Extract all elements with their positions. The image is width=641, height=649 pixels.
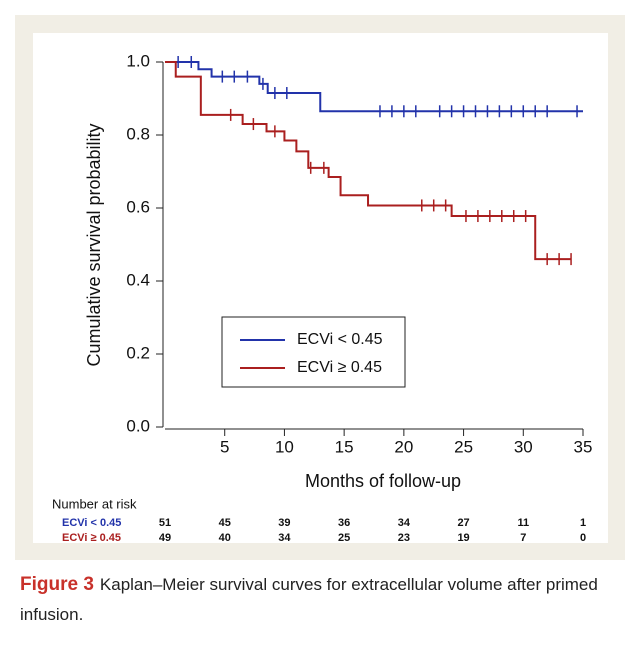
risk-title: Number at risk	[52, 496, 137, 511]
caption-text: Kaplan–Meier survival curves for extrace…	[20, 575, 598, 624]
caption: Figure 3 Kaplan–Meier survival curves for…	[20, 570, 625, 630]
legend-label: ECVi ≥ 0.45	[297, 359, 382, 376]
risk-count: 23	[398, 532, 410, 544]
x-tick-label: 25	[454, 437, 473, 456]
y-tick-label: 0.6	[126, 197, 150, 216]
legend	[221, 316, 406, 388]
x-tick-label: 5	[220, 437, 229, 456]
x-axis-label: Months of follow-up	[305, 471, 461, 491]
risk-count: 51	[159, 517, 171, 529]
x-tick-label: 15	[335, 437, 354, 456]
y-tick-label: 0.8	[126, 124, 150, 143]
risk-count: 19	[457, 532, 469, 544]
risk-count: 49	[159, 532, 171, 544]
risk-count: 7	[520, 532, 526, 544]
caption-label: Figure 3	[20, 574, 94, 595]
risk-count: 36	[338, 517, 350, 529]
risk-count: 27	[457, 517, 469, 529]
x-tick-label: 10	[275, 437, 294, 456]
x-tick-label: 30	[514, 437, 533, 456]
y-axis-label: Cumulative survival probability	[84, 123, 104, 366]
y-tick-label: 0.4	[126, 270, 150, 289]
plot-panel	[33, 33, 608, 543]
risk-label: ECVi < 0.45	[62, 517, 121, 529]
y-tick-label: 0.2	[126, 343, 150, 362]
survival-curve	[165, 61, 583, 113]
risk-count: 0	[580, 532, 586, 544]
y-tick-label: 1.0	[126, 51, 150, 70]
risk-count: 39	[278, 517, 290, 529]
risk-count: 34	[278, 532, 291, 544]
risk-label: ECVi ≥ 0.45	[62, 532, 121, 544]
risk-count: 11	[517, 517, 529, 529]
risk-count: 25	[338, 532, 350, 544]
risk-count: 40	[219, 532, 231, 544]
risk-count: 45	[219, 517, 231, 529]
y-tick-label: 0.0	[126, 416, 150, 435]
legend-label: ECVi < 0.45	[297, 331, 383, 348]
chart: Cumulative survival probability Months o…	[15, 15, 625, 560]
x-tick-label: 20	[394, 437, 413, 456]
survival-curve	[165, 61, 572, 261]
risk-count: 1	[580, 517, 586, 529]
risk-count: 34	[398, 517, 411, 529]
x-tick-label: 35	[574, 437, 593, 456]
